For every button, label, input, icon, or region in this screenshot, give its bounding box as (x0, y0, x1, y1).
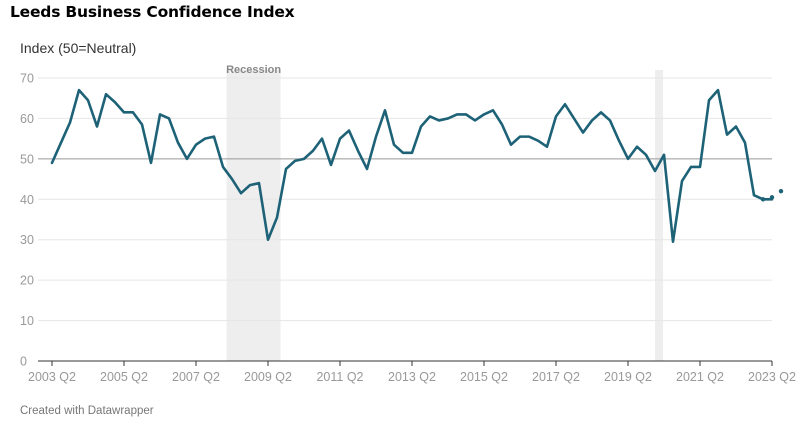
band-label-recession: Recession (226, 64, 281, 76)
shaded-bands: Recession (226, 64, 664, 361)
forecast-dot-2 (778, 189, 784, 194)
footer-credit: Created with Datawrapper (20, 405, 154, 417)
x-tick-label-6: 2015 Q2 (460, 370, 508, 384)
y-tick-label-0: 0 (20, 355, 27, 369)
x-tick-label-1: 2005 Q2 (100, 370, 148, 384)
y-axis-label: Index (50=Neutral) (20, 40, 137, 56)
shaded-band-1 (655, 70, 664, 361)
y-tick-label-30: 30 (20, 233, 34, 247)
forecast-dot-0 (760, 197, 766, 202)
series-group (50, 88, 784, 244)
x-tick-label-4: 2011 Q2 (316, 370, 363, 384)
y-tick-label-50: 50 (20, 152, 34, 166)
gridlines (38, 77, 772, 362)
y-tick-label-40: 40 (20, 193, 34, 207)
forecast-dot-1 (769, 195, 775, 200)
x-tick-label-9: 2021 Q2 (676, 370, 724, 384)
y-tick-label-20: 20 (20, 274, 34, 288)
x-tick-label-8: 2019 Q2 (604, 370, 652, 384)
y-tick-label-60: 60 (20, 112, 34, 126)
series-line-index (50, 88, 774, 244)
x-tick-label-5: 2013 Q2 (388, 370, 436, 384)
y-tick-label-10: 10 (20, 314, 34, 328)
x-tick-label-2: 2007 Q2 (172, 370, 220, 384)
x-tick-label-3: 2009 Q2 (244, 370, 292, 384)
shaded-band-0 (226, 70, 281, 361)
axis-ticks: 0 10 20 30 40 50 60 70 2003 Q2 2005 Q2 2007 Q2 2009… (20, 72, 796, 385)
y-tick-label-70: 70 (20, 72, 34, 86)
chart-title: Leeds Business Confidence Index (10, 3, 295, 21)
x-tick-label-0: 2003 Q2 (28, 370, 76, 384)
x-tick-label-10: 2023 Q2 (748, 370, 796, 384)
x-tick-label-7: 2017 Q2 (532, 370, 580, 384)
